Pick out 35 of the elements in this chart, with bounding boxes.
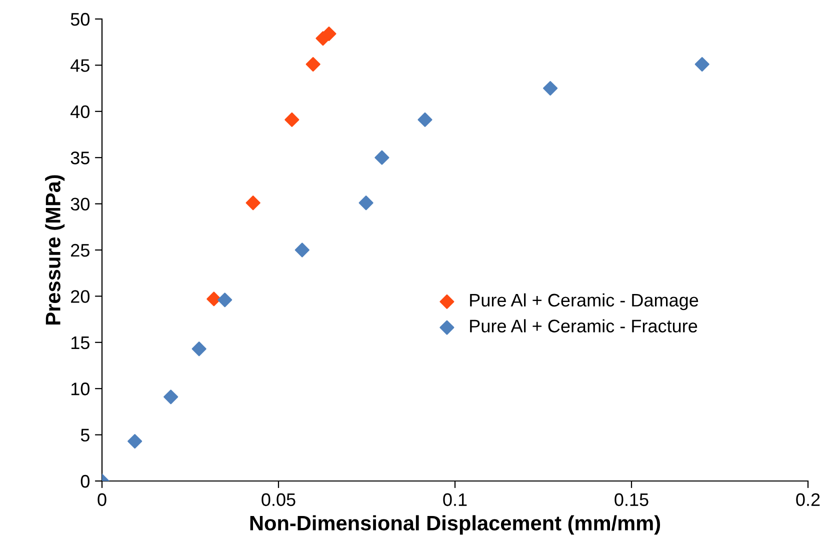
- point: [192, 342, 206, 356]
- x-tick-label: 0: [98, 493, 106, 506]
- y-tick-label: 25: [71, 244, 90, 257]
- y-tick-label: 5: [80, 428, 90, 442]
- x-tick-label: 0.1: [443, 493, 467, 506]
- point: [294, 242, 310, 258]
- point: [358, 196, 374, 210]
- point: [246, 196, 260, 210]
- point: [306, 56, 320, 72]
- point: [218, 292, 232, 308]
- x-tick-label: 0.15: [614, 493, 648, 506]
- x-tick-label: 0.2: [796, 493, 820, 506]
- x-tick-label: 0.05: [262, 493, 296, 506]
- point: [322, 26, 336, 42]
- point: [543, 81, 558, 96]
- y-tick-label: 30: [70, 198, 90, 211]
- y-tick-label: 35: [70, 152, 90, 164]
- point: [206, 292, 222, 306]
- y-tick-label: 20: [71, 290, 90, 303]
- x-axis-title: Non-Dimensional Displacement (mm/mm): [250, 515, 660, 535]
- point: [694, 56, 710, 72]
- y-tick-label: 0: [80, 474, 90, 488]
- y-axis-title: Pressure (MPa): [45, 175, 65, 324]
- y-tick-label: 10: [71, 382, 90, 396]
- legend-label: Pure Al + Ceramic - Damage: [470, 293, 698, 310]
- point: [128, 434, 142, 449]
- y-tick-label: 50: [70, 12, 90, 26]
- y-tick-label: 40: [70, 105, 90, 118]
- y-tick-label: 15: [71, 336, 90, 350]
- point: [374, 150, 390, 165]
- point: [164, 390, 178, 404]
- point: [284, 112, 300, 127]
- legend-label: Pure Al + Ceramic - Fracture: [470, 319, 698, 332]
- point: [418, 112, 432, 127]
- y-tick-label: 45: [70, 59, 90, 72]
